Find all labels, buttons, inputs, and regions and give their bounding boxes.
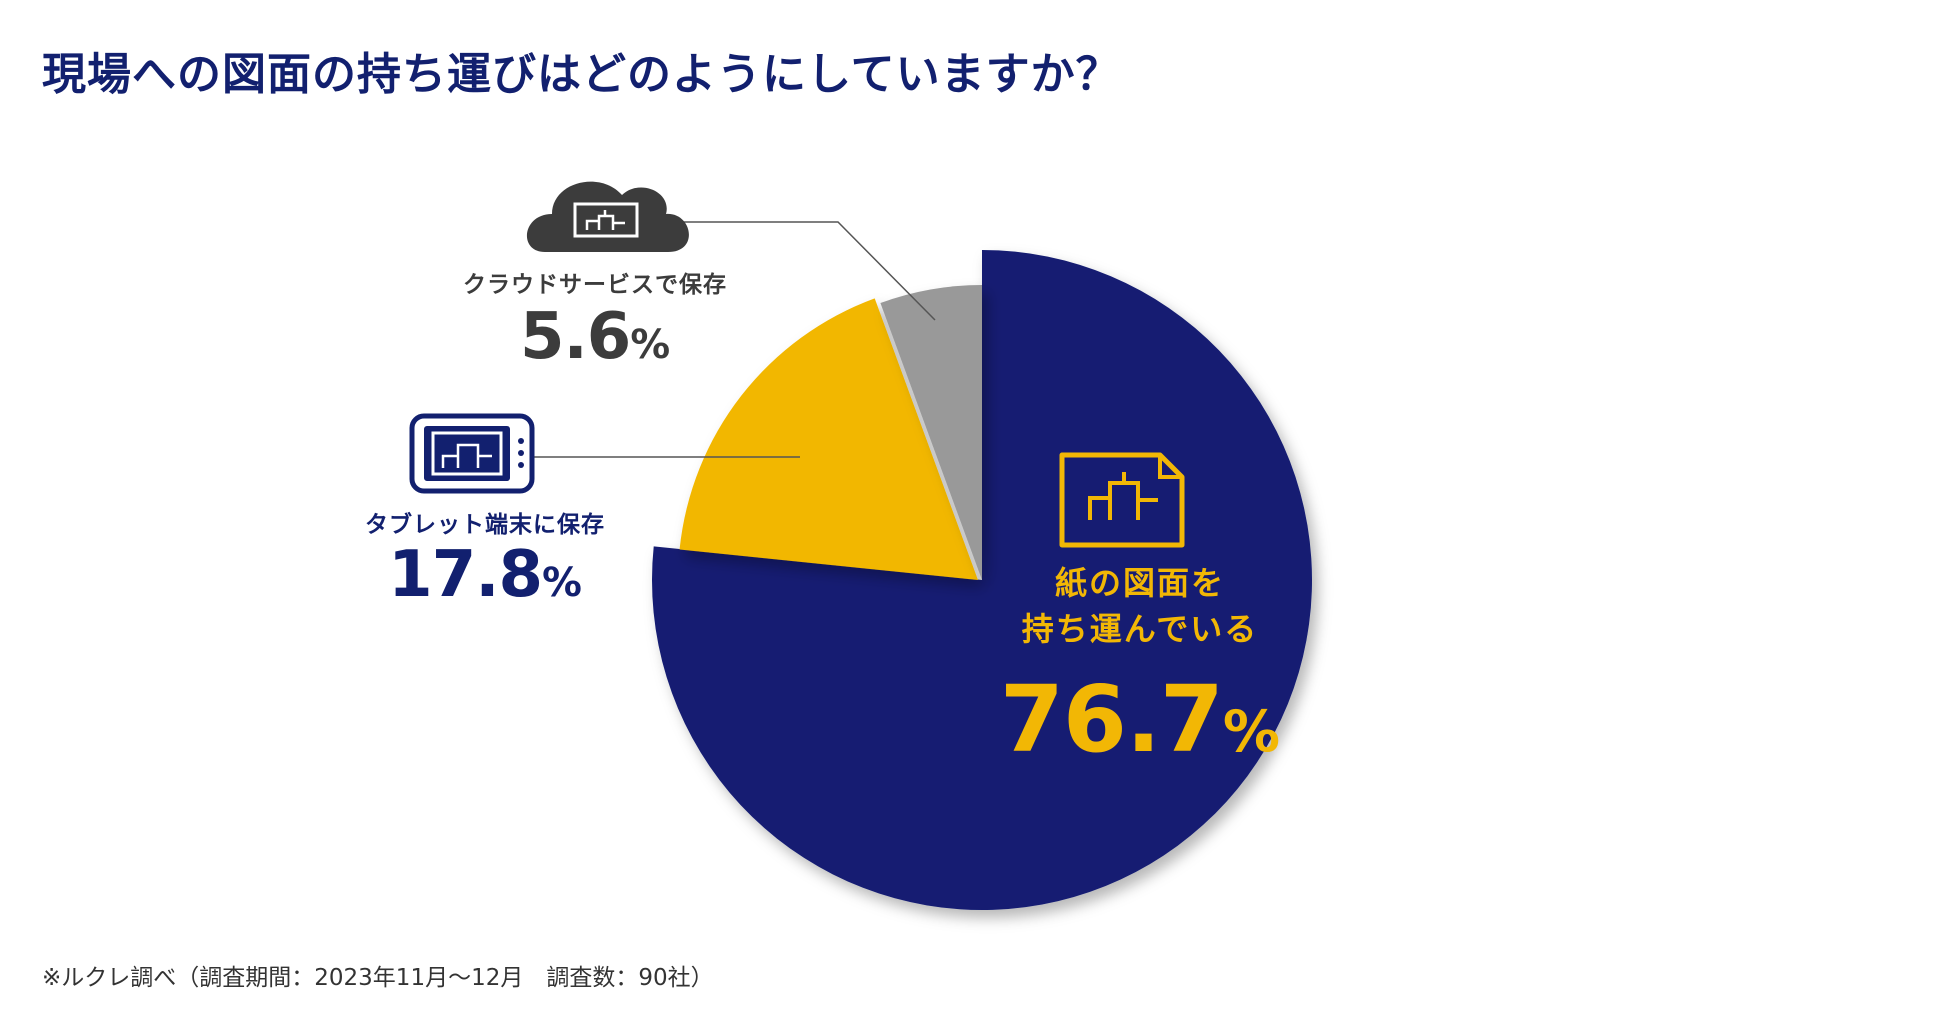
footnote: ※ルクレ調べ（調査期間：2023年11月〜12月 調査数：90社）	[42, 965, 714, 991]
leader-line-cloud	[675, 221, 936, 321]
pie-slice-paper	[652, 250, 1312, 911]
label-tablet-name: タブレット端末に保存	[365, 512, 605, 538]
label-paper-name-line2: 持ち運んでいる	[1021, 610, 1259, 648]
pie-slice-cloud	[880, 285, 982, 580]
label-paper: 紙の図面を 持ち運んでいる 76.7%	[990, 560, 1290, 766]
pie-slice-tablet	[679, 298, 978, 580]
label-cloud-name: クラウドサービスで保存	[463, 272, 727, 298]
label-tablet-percent: 17.8%	[388, 538, 582, 612]
label-cloud: クラウドサービスで保存 5.6%	[430, 265, 760, 369]
paper-blueprint-icon	[1059, 452, 1185, 548]
cloud-icon	[526, 181, 689, 252]
label-tablet: タブレット端末に保存 17.8%	[320, 505, 650, 607]
label-cloud-percent: 5.6%	[519, 300, 671, 374]
label-paper-percent: 76.7%	[999, 666, 1281, 773]
tablet-icon	[409, 413, 535, 494]
chart-title: 現場への図面の持ち運びはどのようにしていますか？	[42, 49, 1121, 100]
label-paper-name-line1: 紙の図面を	[1054, 564, 1225, 602]
